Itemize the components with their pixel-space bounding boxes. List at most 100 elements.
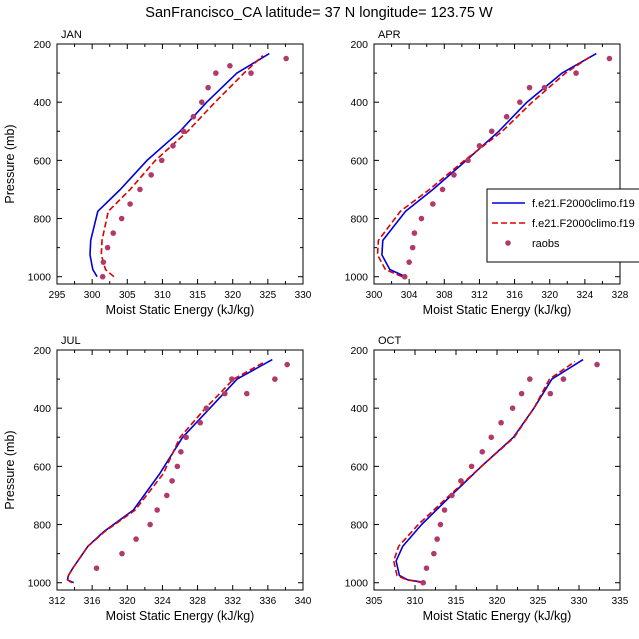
y-tick-label: 600: [33, 155, 51, 167]
raobs-point: [203, 405, 210, 411]
raobs-point: [119, 550, 125, 557]
model2-line: [66, 360, 266, 584]
raobs-point: [158, 157, 165, 164]
raobs-point: [509, 405, 516, 411]
raobs-point: [100, 259, 107, 265]
y-tick-label: 1000: [345, 272, 369, 284]
x-tick-label: 320: [489, 596, 506, 607]
plot-area: [392, 358, 600, 586]
y-tick-label: 400: [33, 97, 51, 109]
raobs-point: [174, 463, 181, 470]
x-tick-label: 324: [154, 596, 171, 607]
x-tick-label: 305: [119, 290, 136, 301]
raobs-point: [527, 376, 533, 382]
x-tick-label: 340: [295, 596, 312, 607]
legend-swatch: [505, 240, 511, 246]
raobs-point: [423, 565, 430, 571]
raobs-point: [227, 63, 233, 69]
raobs-point: [127, 201, 133, 207]
x-tick-label: 325: [530, 596, 547, 607]
y-tick-label: 400: [33, 403, 51, 415]
y-tick-label: 800: [350, 214, 368, 226]
legend-box: [486, 188, 639, 263]
x-tick-label: 312: [471, 290, 488, 301]
y-tick-label: 1000: [345, 578, 369, 590]
y-tick-label: 1000: [28, 578, 52, 590]
x-tick-label: 300: [366, 290, 383, 301]
x-tick-label: 310: [407, 596, 424, 607]
y-axis-label: Pressure (mb): [3, 124, 17, 203]
raobs-point: [526, 84, 533, 91]
y-tick-label: 800: [350, 520, 368, 532]
raobs-point: [164, 492, 170, 499]
raobs-point: [190, 113, 197, 120]
raobs-point: [411, 230, 418, 236]
x-tick-label: 328: [189, 596, 206, 607]
y-tick-label: 600: [33, 461, 51, 473]
raobs-point: [93, 565, 100, 571]
x-tick-label: 335: [612, 596, 629, 607]
plot-frame: [373, 349, 621, 591]
panel-oct: OCT 305 310 315 320 325 330 335 200 400 600 800 1000…: [345, 335, 629, 623]
x-tick-label: 300: [84, 290, 101, 301]
y-tick-label: 200: [33, 39, 51, 51]
raobs-point: [606, 55, 613, 62]
x-tick-label: 320: [224, 290, 241, 301]
x-tick-label: 324: [577, 290, 594, 301]
raobs-point: [283, 55, 289, 62]
raobs-point: [439, 186, 446, 193]
legend-entry-model1: f.e21.F2000climo.f19: [492, 198, 635, 210]
x-axis-label: Moist Static Energy (kJ/kg): [423, 609, 572, 623]
raobs-point: [434, 536, 440, 542]
x-tick-label: 320: [119, 596, 136, 607]
raobs-point: [104, 244, 111, 251]
raobs-point: [229, 376, 235, 382]
legend-label: raobs: [532, 238, 560, 250]
raobs-point: [99, 273, 106, 280]
x-axis-label: Moist Static Energy (kJ/kg): [106, 609, 255, 623]
raobs-point: [594, 361, 600, 368]
x-tick-label: 316: [84, 596, 101, 607]
raobs-point: [409, 244, 416, 251]
x-tick-label: 312: [49, 596, 66, 607]
raobs-point: [248, 70, 254, 76]
raobs-point: [449, 492, 455, 499]
raobs-point: [154, 507, 160, 513]
legend-label: f.e21.F2000climo.f19: [532, 218, 635, 230]
y-tick-label: 800: [33, 214, 51, 226]
raobs-point: [468, 463, 475, 470]
raobs-point: [465, 157, 471, 164]
legend: f.e21.F2000climo.f19 f.e21.F2000climo.f19…: [486, 188, 639, 263]
plot-area: [376, 52, 613, 280]
x-tick-label: 320: [541, 290, 558, 301]
panel-label: JAN: [61, 29, 82, 41]
x-tick-label: 308: [436, 290, 453, 301]
x-tick-label: 325: [260, 290, 277, 301]
raobs-point: [222, 390, 228, 397]
model2-line: [376, 54, 593, 278]
panel-label: APR: [378, 29, 401, 41]
raobs-point: [170, 143, 176, 149]
panel-jan: JAN 295 300 305 310 315 320 325 330 200 400 600 800 1…: [3, 29, 312, 317]
plot-frame: [56, 43, 304, 285]
raobs-point: [498, 419, 504, 426]
x-tick-label: 330: [571, 596, 588, 607]
raobs-point: [406, 259, 412, 265]
x-tick-label: 310: [154, 290, 171, 301]
x-tick-label: 305: [366, 596, 383, 607]
raobs-point: [451, 172, 457, 178]
raobs-point: [541, 84, 548, 91]
raobs-point: [183, 434, 189, 441]
y-tick-label: 200: [350, 39, 368, 51]
y-tick-label: 200: [350, 345, 368, 357]
raobs-point: [476, 143, 483, 149]
raobs-point: [243, 390, 250, 397]
raobs-point: [420, 579, 427, 586]
x-tick-label: 336: [260, 596, 277, 607]
raobs-point: [560, 376, 567, 382]
raobs-point: [272, 376, 278, 382]
raobs-point: [148, 172, 154, 178]
y-tick-label: 400: [350, 403, 368, 415]
raobs-point: [118, 215, 125, 222]
raobs-point: [517, 99, 523, 105]
